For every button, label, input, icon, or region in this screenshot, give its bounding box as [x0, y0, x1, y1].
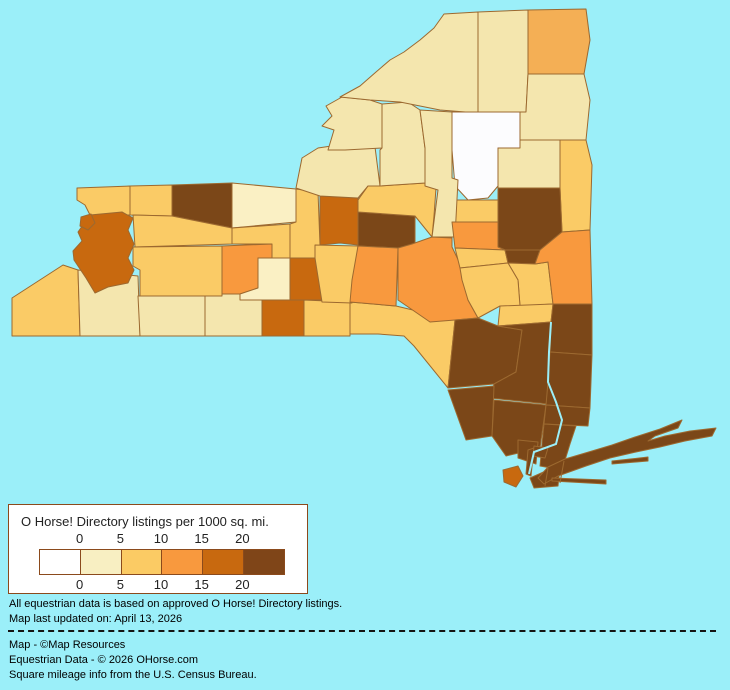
credit-census: Square mileage info from the U.S. Census…: [9, 669, 257, 681]
legend-tick-label: 15: [194, 531, 209, 546]
ny-county-choropleth-map: [11, 8, 717, 489]
county-washington: [559, 139, 593, 233]
legend-color-ramp: [39, 549, 285, 575]
county-manhattan: [525, 447, 535, 477]
county-rensselaer: [534, 229, 593, 305]
nassau-suffolk-line: [559, 460, 565, 484]
county-oswego: [295, 143, 381, 199]
county-madison: [357, 211, 416, 251]
county-st-lawrence: [339, 11, 479, 114]
county-cortland: [314, 244, 359, 304]
legend-swatch-0: [40, 550, 80, 574]
county-clinton: [527, 8, 591, 75]
legend-tick-label: 10: [153, 577, 169, 592]
county-tioga: [303, 299, 351, 337]
hudson-river: [528, 321, 564, 475]
legend-title: O Horse! Directory listings per 1000 sq.…: [21, 514, 269, 529]
county-cayuga: [289, 188, 321, 259]
legend-swatch-3: [161, 550, 203, 574]
county-essex: [519, 73, 591, 141]
county-sullivan: [447, 385, 495, 441]
queens-nassau-line: [544, 467, 549, 487]
legend-tick-label: 20: [235, 577, 250, 592]
legend-tick-label: 10: [153, 531, 169, 546]
county-herkimer-south: [451, 199, 499, 223]
county-wayne: [231, 182, 297, 229]
county-lewis: [379, 101, 426, 187]
county-hamilton: [451, 111, 521, 201]
county-dutchess: [545, 351, 593, 409]
county-erie: [72, 211, 135, 294]
county-long-island: [537, 419, 717, 485]
county-putnam: [543, 404, 591, 427]
legend-tick-label: 15: [194, 577, 209, 592]
county-onondaga: [319, 195, 359, 246]
county-chautauqua: [11, 264, 81, 337]
note-data-source: All equestrian data is based on approved…: [9, 598, 343, 610]
legend-swatch-5: [243, 550, 284, 574]
credit-map-resources: Map - ©Map Resources: [9, 639, 126, 651]
legend-tick-label: 5: [116, 577, 124, 592]
county-chenango: [349, 245, 399, 307]
county-franklin: [477, 9, 529, 114]
county-wyoming: [132, 245, 223, 297]
county-oneida: [357, 182, 437, 238]
legend-tick-label: 0: [76, 577, 84, 592]
credit-ohorse: Equestrian Data - © 2026 OHorse.com: [9, 654, 199, 666]
county-fulton: [451, 221, 506, 251]
legend-swatch-2: [120, 550, 162, 574]
legend-tick-label: 0: [76, 531, 84, 546]
legend-swatch-1: [79, 550, 121, 574]
legend-tick-label: 20: [235, 531, 250, 546]
county-chemung: [261, 299, 305, 337]
county-grand-island: [79, 213, 96, 231]
legend-swatch-4: [202, 550, 244, 574]
county-allegany: [137, 295, 206, 337]
county-herkimer: [419, 109, 459, 238]
county-columbia: [549, 303, 593, 356]
legend-box: O Horse! Directory listings per 1000 sq.…: [8, 504, 308, 594]
county-staten-island: [502, 465, 524, 488]
legend-tick-label: 5: [116, 531, 124, 546]
county-barrier-east: [611, 456, 649, 465]
note-last-updated: Map last updated on: April 13, 2026: [9, 613, 183, 625]
county-orleans: [129, 184, 173, 217]
county-niagara: [76, 185, 131, 216]
county-jefferson: [321, 96, 383, 151]
county-fire-island: [551, 477, 607, 485]
county-schenectady: [504, 249, 541, 265]
dashed-divider: [8, 630, 716, 632]
